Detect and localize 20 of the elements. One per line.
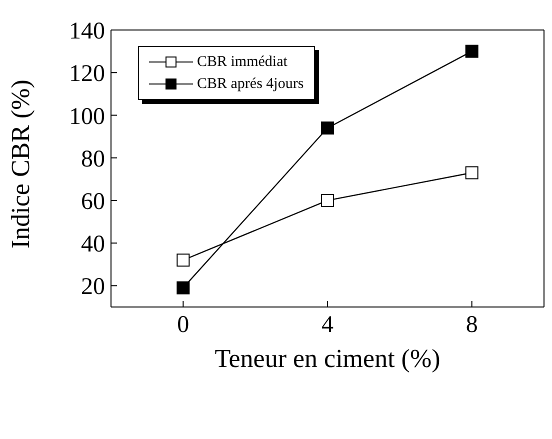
point [176,254,190,267]
x-tick-label: 0 [177,312,190,338]
y-tick-label: 40 [81,232,105,258]
x-axis-title: Teneur en ciment (%) [214,344,440,373]
point [465,166,478,180]
x-tick-label: 4 [322,312,334,338]
y-tick-label: 140 [69,18,105,45]
y-tick-label: 120 [69,61,105,88]
legend-label: CBR immédiat [197,53,288,72]
y-tick-label: 80 [81,146,105,172]
point [465,44,478,58]
y-tick-label: 100 [69,104,105,130]
legend-label: CBR aprés 4jours [197,75,304,94]
y-axis-title: Indice CBR (%) [6,80,36,248]
x-tick-label: 8 [466,312,478,338]
point [176,281,190,294]
point [321,194,334,207]
y-tick-label: 60 [81,188,105,215]
y-tick-label: 20 [81,274,105,300]
point [321,122,334,135]
